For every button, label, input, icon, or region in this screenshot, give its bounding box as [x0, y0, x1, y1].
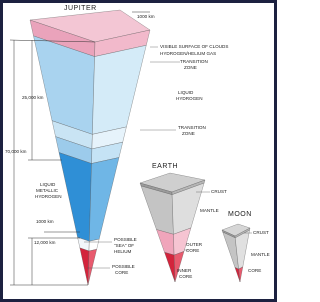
- label: OUTER: [186, 242, 203, 247]
- label: HYDROGEN: [176, 96, 203, 101]
- label: HYDROGEN/HELIUM GAS: [160, 51, 216, 56]
- label: VISIBLE SURFACE OF CLOUDS: [160, 44, 228, 49]
- earth-title: EARTH: [152, 163, 178, 170]
- page: {"jupiter": {"title": "JUPITER", "top_th…: [0, 0, 277, 302]
- jupiter-title: JUPITER: [64, 5, 97, 12]
- moon-title: MOON: [228, 211, 252, 218]
- label: CORE: [115, 270, 128, 275]
- label: MANTLE: [251, 252, 270, 257]
- label: 12,000 km: [34, 240, 56, 245]
- label: LIQUID: [40, 182, 56, 187]
- label: 1000 km: [36, 219, 54, 224]
- label: HELIUM: [114, 249, 132, 254]
- label: HYDROGEN: [35, 194, 62, 199]
- label: MANTLE: [200, 208, 219, 213]
- diagram: JUPITER 1000 km VISIBLE SURFACE OF CLOUD…: [0, 0, 277, 302]
- label: CORE: [179, 274, 192, 279]
- label: ZONE: [184, 65, 197, 70]
- label: CORE: [248, 268, 261, 273]
- label: ZONE: [182, 131, 195, 136]
- label: CRUST: [211, 189, 227, 194]
- label: POSSIBLE: [114, 237, 137, 242]
- label: CRUST: [253, 230, 269, 235]
- label: 70,000 km: [5, 149, 27, 154]
- label: LIQUID: [178, 90, 194, 95]
- label: INNER: [177, 268, 192, 273]
- label: 1000 km: [137, 14, 155, 19]
- label: 25,000 km: [22, 95, 44, 100]
- label: POSSIBLE: [112, 264, 135, 269]
- label: TRANSITION: [180, 59, 208, 64]
- label: CORE: [186, 248, 199, 253]
- label: METALLIC: [36, 188, 59, 193]
- label: "SEA" OF: [114, 243, 134, 248]
- label: TRANSITION: [178, 125, 206, 130]
